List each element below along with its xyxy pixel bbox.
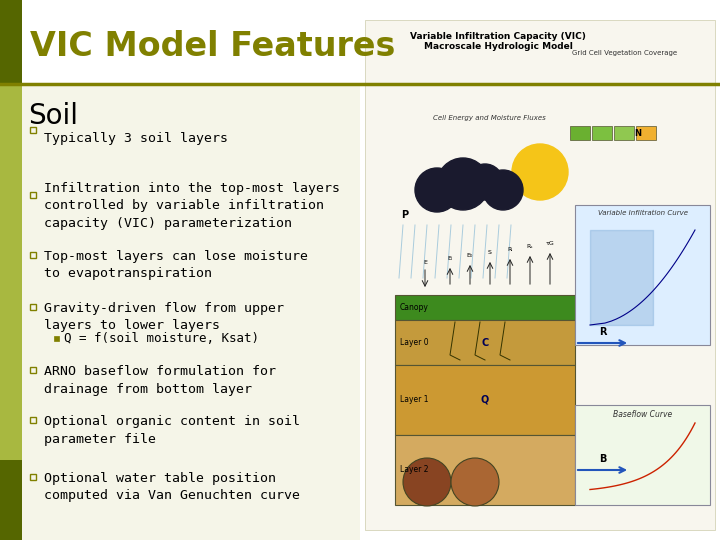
Bar	[395, 295, 575, 320]
Text: ARNO baseflow formulation for
drainage from bottom layer: ARNO baseflow formulation for drainage f…	[44, 365, 276, 395]
FancyBboxPatch shape	[636, 126, 656, 140]
Text: Rₗ: Rₗ	[508, 247, 513, 252]
Text: Gravity-driven flow from upper
layers to lower layers: Gravity-driven flow from upper layers to…	[44, 302, 284, 333]
Bar	[22, 84, 360, 540]
Text: VIC Model Features: VIC Model Features	[30, 30, 395, 63]
Bar	[54, 335, 59, 341]
Text: Top-most layers can lose moisture
to evapotranspiration: Top-most layers can lose moisture to eva…	[44, 250, 308, 280]
Text: Canopy: Canopy	[400, 303, 429, 312]
Bar	[575, 405, 710, 505]
Circle shape	[483, 170, 523, 210]
Text: Layer 0: Layer 0	[400, 338, 428, 347]
Bar	[0, 0, 720, 84]
Text: Macroscale Hydrologic Model: Macroscale Hydrologic Model	[423, 42, 572, 51]
Text: τG: τG	[546, 241, 554, 246]
Text: R: R	[599, 327, 607, 337]
Bar	[0, 0, 22, 540]
Text: Baseflow Curve: Baseflow Curve	[613, 410, 672, 419]
Text: S: S	[488, 250, 492, 255]
Bar	[395, 435, 575, 505]
Text: Variable Infiltration Curve: Variable Infiltration Curve	[598, 210, 688, 216]
Text: Q: Q	[481, 395, 489, 405]
Text: C: C	[482, 338, 489, 348]
FancyBboxPatch shape	[570, 126, 590, 140]
Circle shape	[415, 168, 459, 212]
Text: Optional organic content in soil
parameter file: Optional organic content in soil paramet…	[44, 415, 300, 445]
Bar	[575, 205, 710, 345]
Text: Typically 3 soil layers: Typically 3 soil layers	[44, 132, 228, 145]
Circle shape	[403, 458, 451, 506]
Text: P: P	[401, 210, 408, 220]
Text: Layer 2: Layer 2	[400, 465, 428, 475]
Text: E₀: E₀	[467, 253, 473, 258]
Bar	[0, 84, 22, 460]
Bar	[30, 305, 36, 310]
Bar	[30, 367, 36, 373]
Text: Cell Energy and Moisture Fluxes: Cell Energy and Moisture Fluxes	[433, 115, 546, 121]
Text: Optional water table position
computed via Van Genuchten curve: Optional water table position computed v…	[44, 472, 300, 503]
Bar	[30, 474, 36, 481]
Bar	[395, 320, 575, 365]
Bar	[30, 417, 36, 423]
FancyBboxPatch shape	[592, 126, 612, 140]
Text: Infiltration into the top-most layers
controlled by variable infiltration
capaci: Infiltration into the top-most layers co…	[44, 182, 340, 230]
Text: E: E	[423, 260, 427, 265]
Text: Q = f(soil moisture, Ksat): Q = f(soil moisture, Ksat)	[64, 332, 259, 345]
Text: Soil: Soil	[28, 102, 78, 130]
Circle shape	[467, 164, 503, 200]
Bar	[30, 127, 36, 133]
Text: Grid Cell Vegetation Coverage: Grid Cell Vegetation Coverage	[572, 50, 678, 56]
Bar	[365, 20, 715, 530]
Bar	[30, 252, 36, 258]
Text: Layer 1: Layer 1	[400, 395, 428, 404]
Circle shape	[512, 144, 568, 200]
Text: Eₗ: Eₗ	[448, 256, 452, 261]
Bar	[30, 192, 36, 198]
FancyBboxPatch shape	[614, 126, 634, 140]
Text: Rₛ: Rₛ	[527, 244, 534, 249]
Text: B: B	[599, 454, 607, 464]
Text: N: N	[634, 129, 642, 138]
Text: Variable Infiltration Capacity (VIC): Variable Infiltration Capacity (VIC)	[410, 32, 586, 41]
Bar	[395, 365, 575, 435]
Circle shape	[451, 458, 499, 506]
Circle shape	[437, 158, 489, 210]
